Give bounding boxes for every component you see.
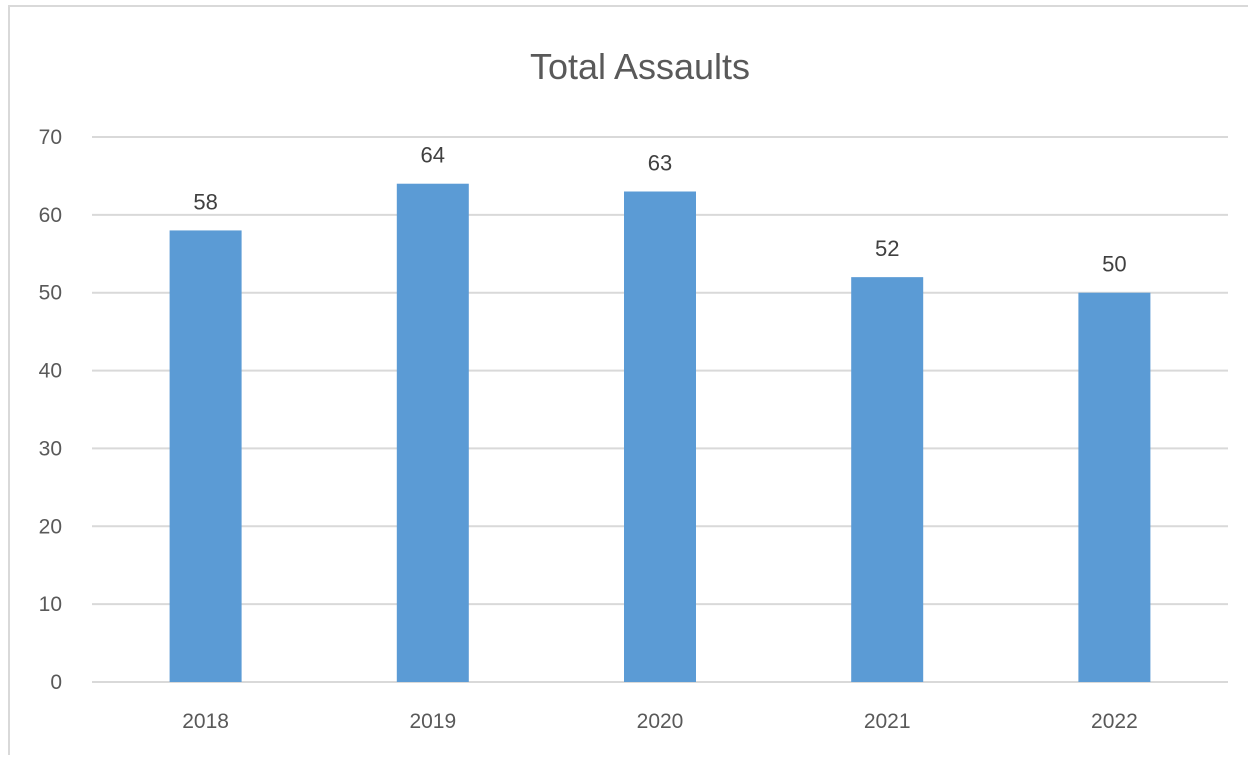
data-label-2018: 58 (193, 189, 217, 214)
y-tick-label: 60 (39, 204, 62, 227)
y-tick-label: 40 (39, 360, 62, 383)
x-tick-label: 2022 (1091, 710, 1138, 733)
bar-2020 (624, 191, 696, 682)
chart-title: Total Assaults (530, 46, 750, 87)
y-axis-ticks: 0 10 20 30 40 50 60 70 (39, 126, 62, 694)
y-tick-label: 10 (39, 593, 62, 616)
bar-2022 (1078, 292, 1151, 682)
chart-frame (8, 5, 1248, 755)
y-tick-label: 0 (50, 671, 62, 694)
bar-2021 (851, 277, 924, 682)
y-tick-label: 30 (39, 437, 62, 460)
data-label-2021: 52 (875, 236, 899, 261)
data-label-2022: 50 (1102, 252, 1126, 277)
bar-2018 (169, 230, 242, 682)
data-label-2019: 64 (421, 143, 445, 168)
x-tick-label: 2021 (864, 710, 911, 733)
y-tick-label: 50 (39, 282, 62, 305)
bars (169, 183, 1151, 682)
x-tick-label: 2020 (637, 710, 684, 733)
y-tick-label: 70 (39, 126, 62, 149)
x-tick-label: 2018 (182, 710, 229, 733)
bar-2019 (396, 183, 469, 682)
data-label-2020: 63 (648, 151, 672, 176)
y-tick-label: 20 (39, 515, 62, 538)
x-axis-ticks: 2018 2019 2020 2021 2022 (182, 710, 1138, 733)
x-tick-label: 2019 (409, 710, 456, 733)
data-labels: 58 64 63 52 50 (193, 143, 1126, 277)
